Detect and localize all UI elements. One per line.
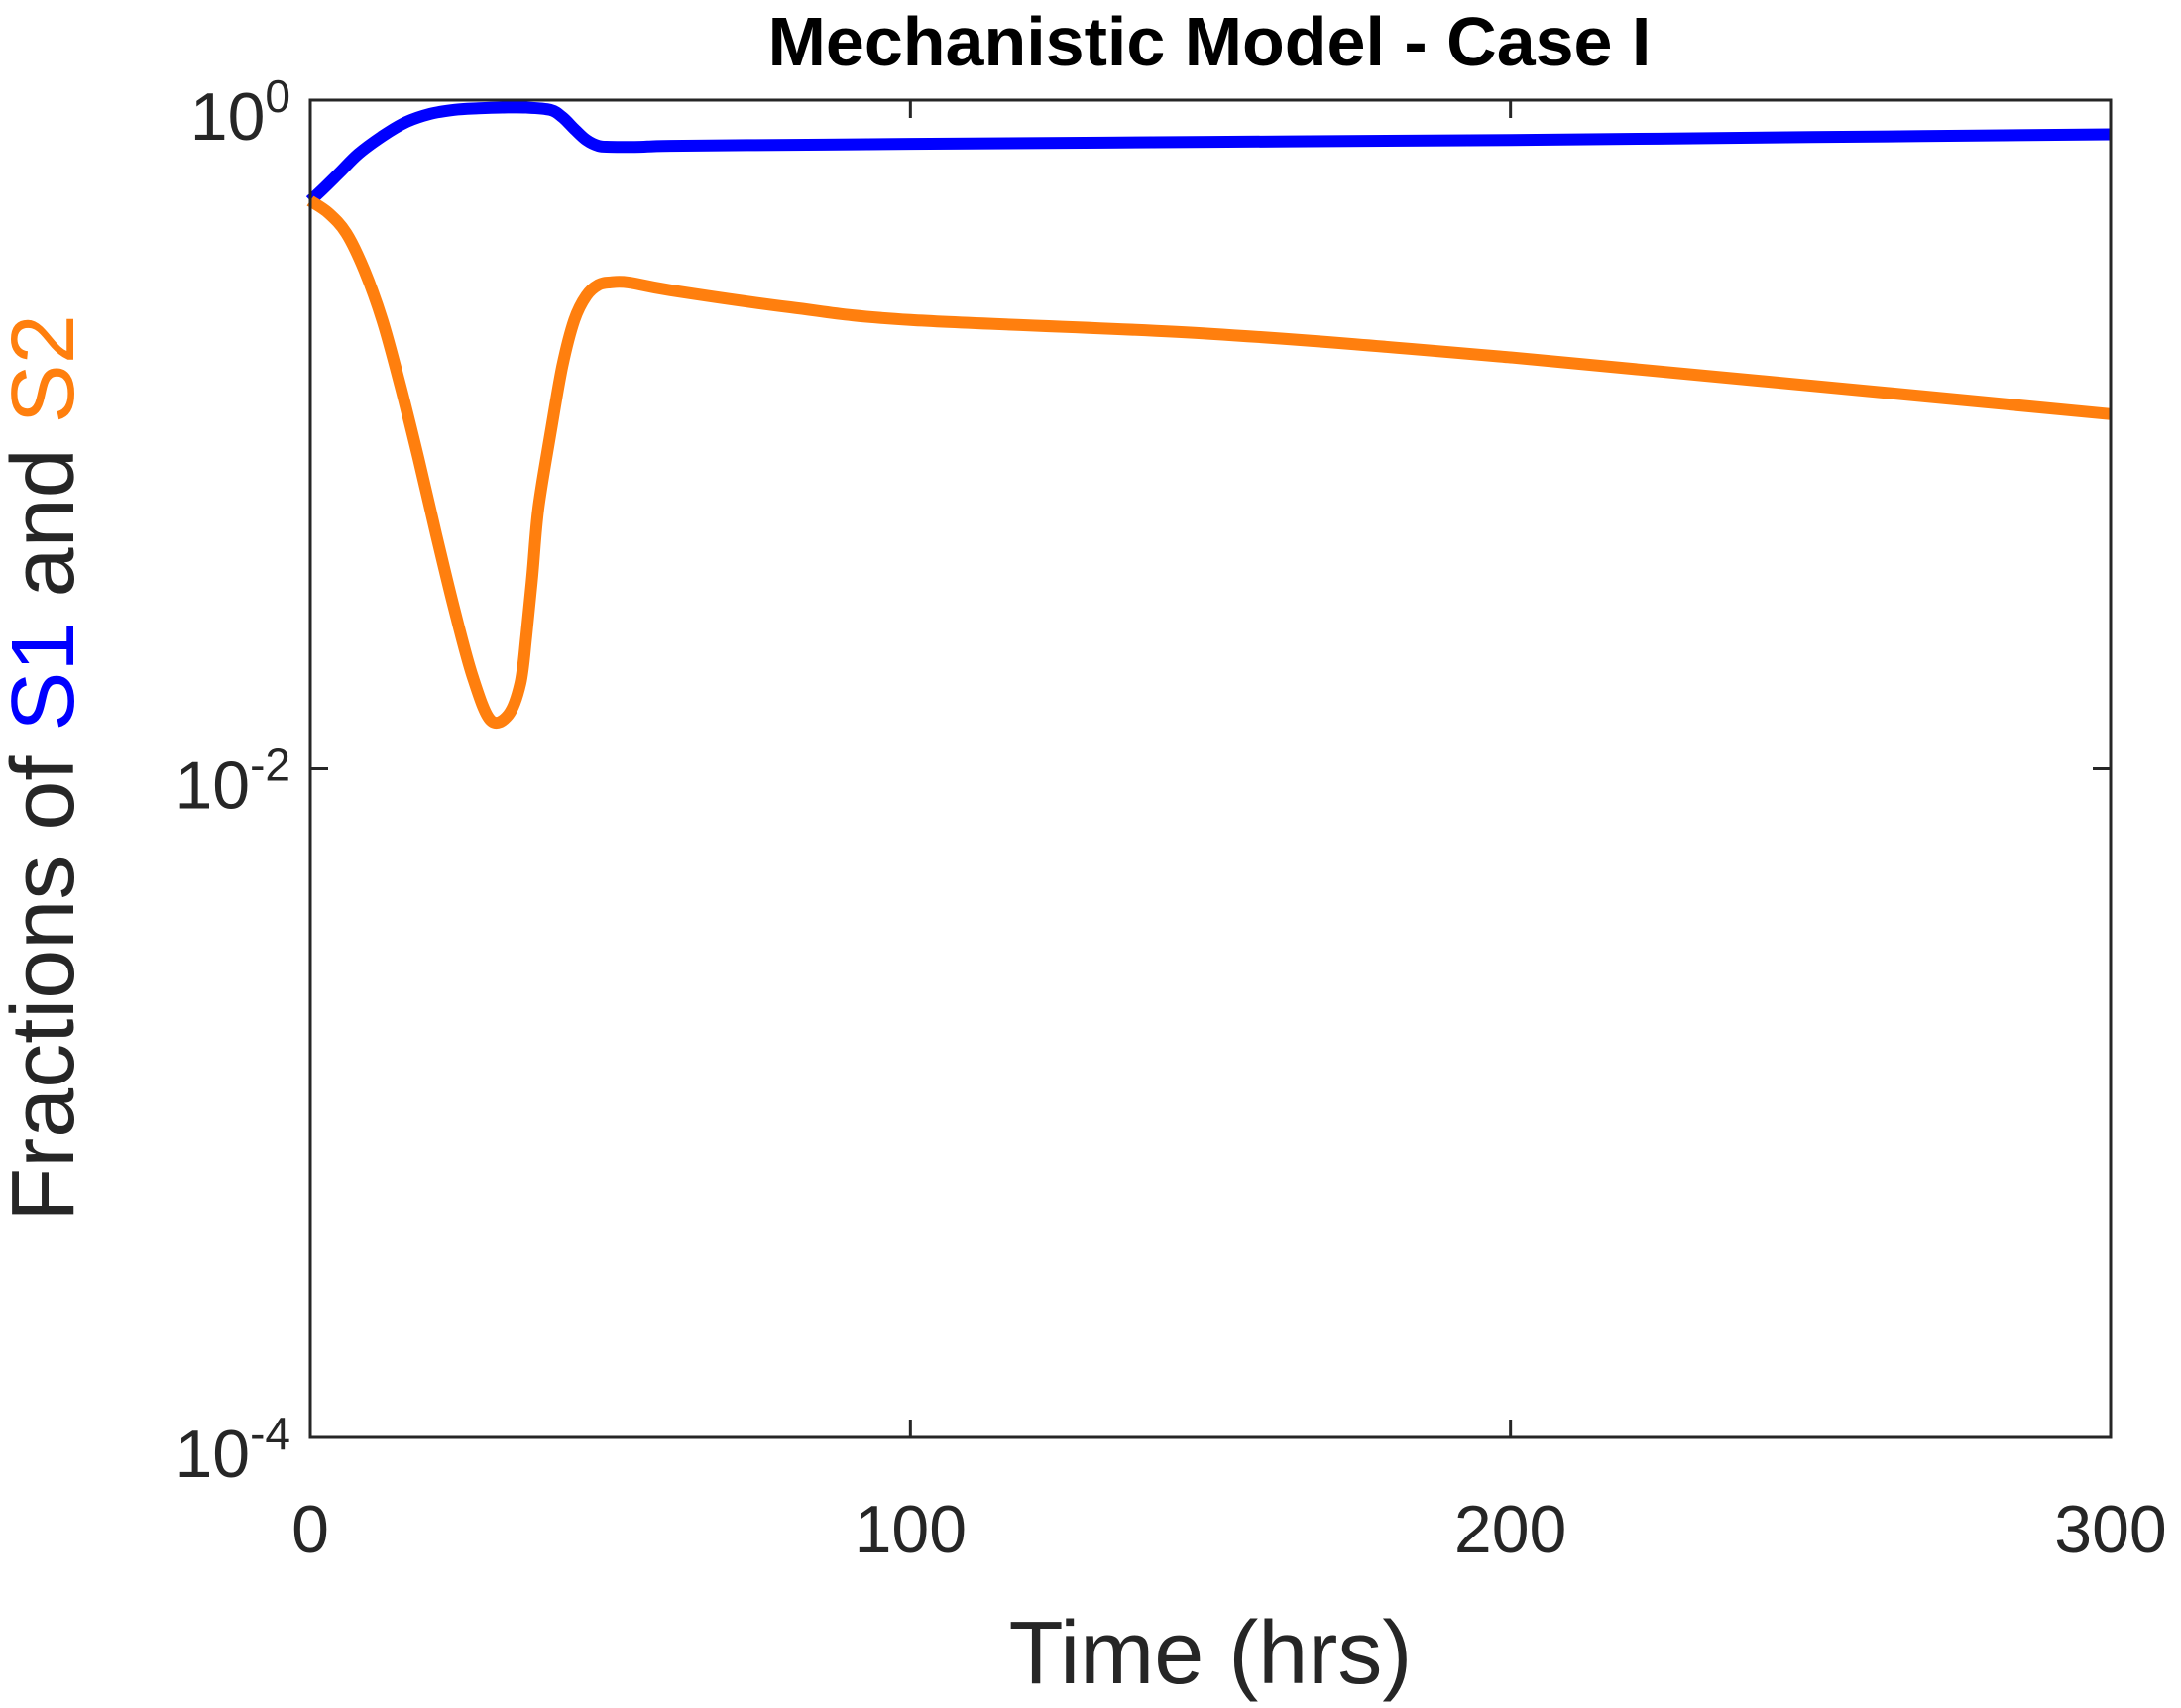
- y-tick-label-exponent: -4: [250, 1408, 290, 1459]
- y-tick-label-base: 10: [174, 1417, 250, 1492]
- series-layer: [305, 101, 2112, 730]
- y-axis-label: Fractions of S1 and S2: [0, 314, 93, 1222]
- chart-title: Mechanistic Model - Case I: [768, 3, 1652, 80]
- y-tick-label-base: 10: [190, 79, 266, 155]
- y-tick-label-exponent: -2: [250, 740, 290, 791]
- y-tick-label: 100: [190, 70, 290, 155]
- y-tick-label-base: 10: [174, 748, 250, 824]
- y-axis-label-prefix: Fractions of: [0, 732, 93, 1222]
- series-line-2: [306, 195, 2112, 730]
- x-tick-label: 100: [855, 1492, 967, 1567]
- y-tick-label: 10-4: [174, 1408, 290, 1492]
- y-axis-label-s2: S2: [0, 314, 93, 423]
- y-axis-label-middle: and: [0, 423, 93, 597]
- series-line-1: [305, 101, 2112, 205]
- x-tick-label: 300: [2054, 1492, 2166, 1567]
- x-axis-label: Time (hrs): [1009, 1604, 1413, 1703]
- x-axis: 0 100 200 300: [291, 100, 2167, 1567]
- y-tick-label: 10-2: [174, 740, 290, 824]
- x-tick-label: 0: [291, 1492, 329, 1567]
- x-tick-label: 200: [1454, 1492, 1566, 1567]
- y-axis-label-s1: S1: [0, 623, 93, 732]
- y-tick-label-exponent: 0: [265, 70, 290, 122]
